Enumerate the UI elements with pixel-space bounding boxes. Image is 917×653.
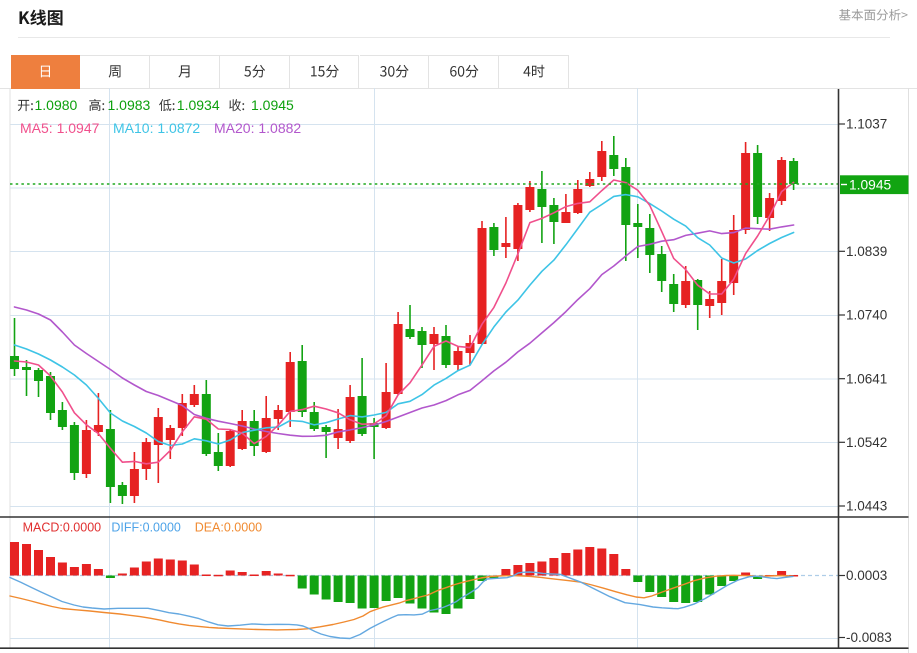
svg-text:1.0443: 1.0443 — [846, 499, 887, 514]
svg-text:0.0003: 0.0003 — [846, 568, 887, 583]
svg-text:1.1037: 1.1037 — [846, 117, 887, 132]
svg-text:MA5: 1.0947: MA5: 1.0947 — [20, 120, 100, 136]
svg-text:1.0839: 1.0839 — [846, 244, 887, 259]
svg-text:1.0641: 1.0641 — [846, 371, 887, 386]
svg-text:1.0945: 1.0945 — [251, 97, 294, 113]
svg-text:-0.0083: -0.0083 — [846, 630, 892, 645]
svg-text:MA10: 1.0872: MA10: 1.0872 — [113, 120, 200, 136]
svg-text:MA20: 1.0882: MA20: 1.0882 — [214, 120, 301, 136]
svg-text:1.0945: 1.0945 — [849, 178, 892, 193]
svg-text:DIFF:0.0000: DIFF:0.0000 — [111, 521, 181, 535]
svg-text:1.0740: 1.0740 — [846, 308, 887, 323]
svg-text:1.0983: 1.0983 — [108, 97, 151, 113]
svg-text:DEA:0.0000: DEA:0.0000 — [195, 521, 262, 535]
svg-text:1.0934: 1.0934 — [177, 97, 220, 113]
svg-text:MACD:0.0000: MACD:0.0000 — [23, 521, 102, 535]
svg-text:1.0542: 1.0542 — [846, 435, 887, 450]
svg-text:1.0980: 1.0980 — [35, 97, 78, 113]
